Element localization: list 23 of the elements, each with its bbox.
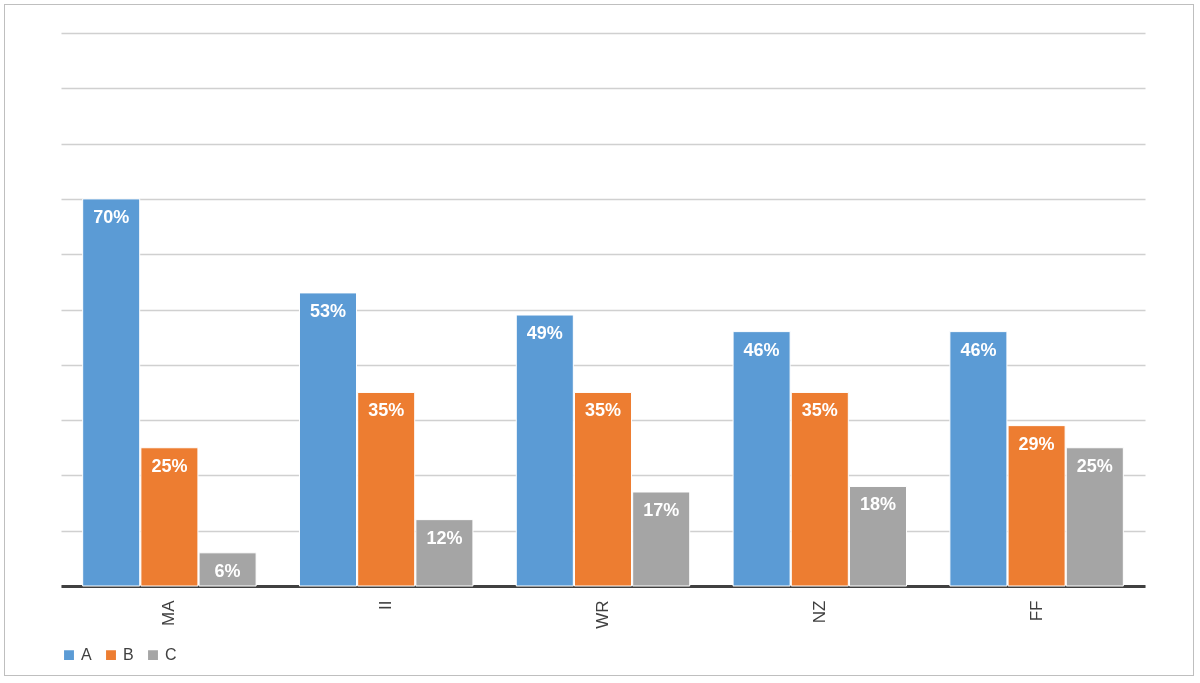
data-label: 46% — [960, 339, 997, 360]
data-label: 35% — [801, 400, 838, 421]
data-label: 46% — [743, 339, 780, 360]
data-label: 12% — [426, 527, 463, 548]
x-tick-label: NZ — [809, 600, 829, 624]
data-label: 53% — [309, 300, 347, 321]
data-label: 25% — [151, 455, 188, 476]
x-tick-label: FF — [1026, 600, 1046, 622]
x-tick-label: II — [376, 600, 396, 610]
x-tick-label: WR — [593, 600, 612, 629]
legend-label: B — [123, 646, 134, 664]
legend-label: C — [165, 646, 177, 664]
data-label: 18% — [859, 494, 897, 515]
data-label: 17% — [643, 499, 680, 520]
legend-label: A — [81, 646, 92, 664]
data-label: 49% — [526, 323, 563, 344]
data-label: 29% — [1018, 433, 1055, 454]
data-label: 35% — [584, 400, 622, 421]
data-label: 35% — [368, 400, 405, 421]
data-label: 70% — [93, 206, 130, 227]
data-label: 25% — [1076, 455, 1113, 476]
x-tick-label: MA — [159, 599, 179, 626]
data-label: 6% — [214, 560, 241, 581]
